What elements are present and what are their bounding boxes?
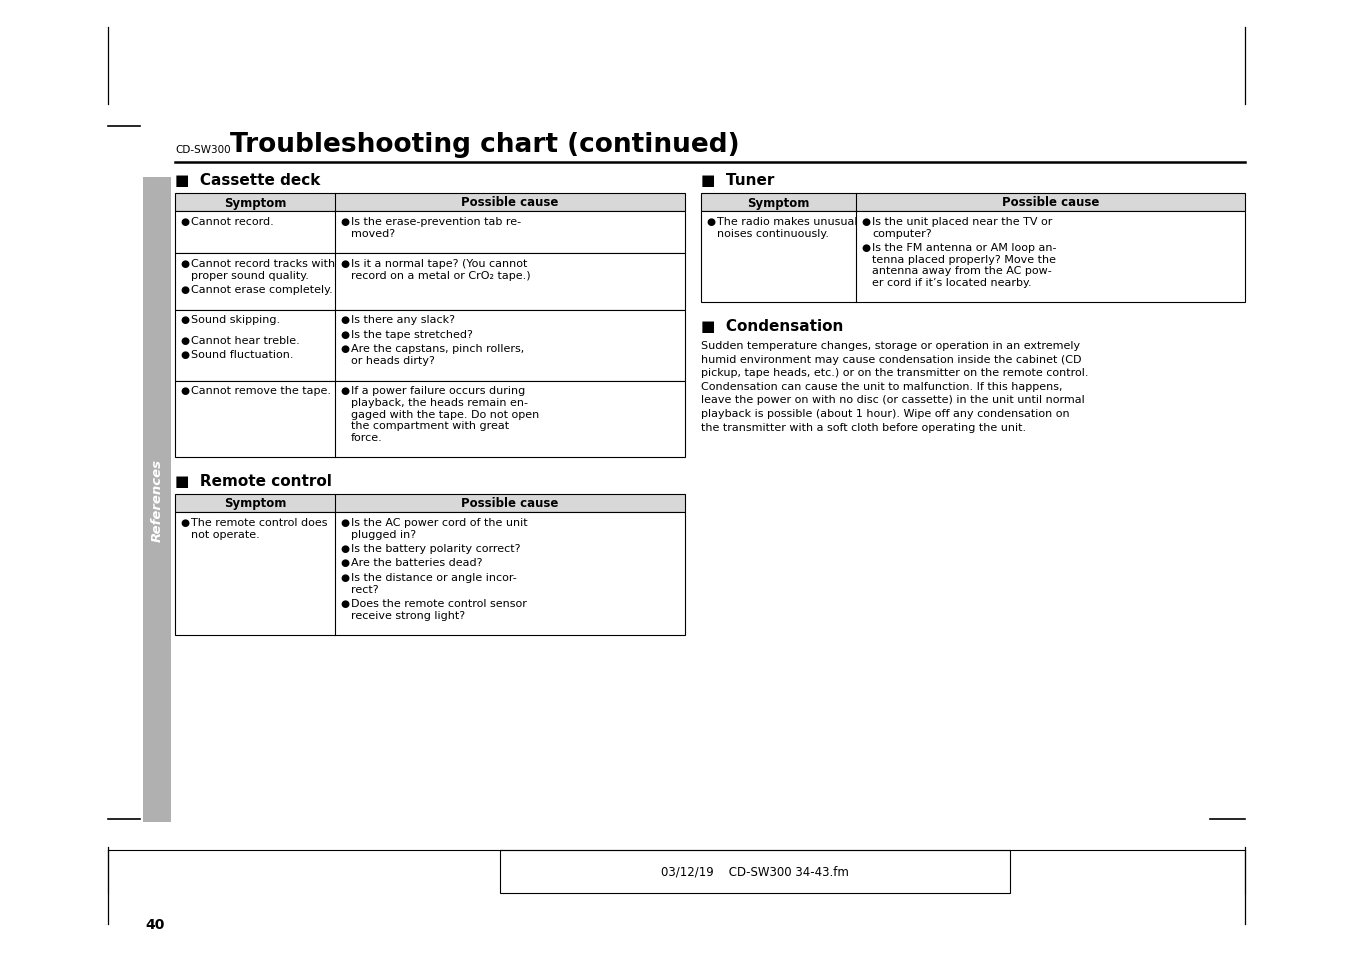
Text: Cannot hear treble.: Cannot hear treble.: [190, 335, 300, 346]
Text: ●: ●: [861, 243, 870, 253]
Text: Cannot remove the tape.: Cannot remove the tape.: [190, 386, 331, 396]
Text: Symptom: Symptom: [224, 196, 286, 210]
Text: Is the distance or angle incor-
rect?: Is the distance or angle incor- rect?: [351, 573, 516, 594]
Text: CD-SW300: CD-SW300: [176, 145, 231, 154]
Text: Is the unit placed near the TV or
computer?: Is the unit placed near the TV or comput…: [871, 216, 1052, 238]
Text: Is it a normal tape? (You cannot
record on a metal or CrO₂ tape.): Is it a normal tape? (You cannot record …: [351, 258, 531, 280]
Text: Sound fluctuation.: Sound fluctuation.: [190, 350, 293, 360]
Text: ●: ●: [180, 315, 189, 325]
Text: ■  Cassette deck: ■ Cassette deck: [176, 172, 320, 188]
Text: ●: ●: [340, 330, 349, 339]
Text: ●: ●: [180, 350, 189, 360]
Text: 40: 40: [145, 917, 165, 931]
Text: Cannot record.: Cannot record.: [190, 216, 274, 227]
Bar: [143, 178, 172, 822]
Bar: [176, 193, 685, 212]
Bar: [176, 381, 685, 457]
Text: Is the tape stretched?: Is the tape stretched?: [351, 330, 473, 339]
Text: ●: ●: [180, 258, 189, 269]
Text: ●: ●: [180, 216, 189, 227]
Text: The remote control does
not operate.: The remote control does not operate.: [190, 517, 327, 539]
Text: Is the AC power cord of the unit
plugged in?: Is the AC power cord of the unit plugged…: [351, 517, 528, 539]
Text: Does the remote control sensor
receive strong light?: Does the remote control sensor receive s…: [351, 598, 527, 620]
Bar: [701, 193, 1246, 212]
Text: ●: ●: [340, 598, 349, 608]
Text: ●: ●: [340, 315, 349, 325]
Text: ■  Remote control: ■ Remote control: [176, 474, 332, 489]
Text: Troubleshooting chart (continued): Troubleshooting chart (continued): [230, 132, 739, 158]
Text: ●: ●: [340, 258, 349, 269]
Text: ■  Tuner: ■ Tuner: [701, 172, 774, 188]
Text: Possible cause: Possible cause: [461, 196, 559, 210]
Text: ●: ●: [340, 573, 349, 582]
Text: ●: ●: [180, 335, 189, 346]
Text: Are the capstans, pinch rollers,
or heads dirty?: Are the capstans, pinch rollers, or head…: [351, 344, 524, 366]
Text: ●: ●: [340, 517, 349, 527]
Text: ●: ●: [861, 216, 870, 227]
Text: ●: ●: [180, 285, 189, 294]
Text: Sudden temperature changes, storage or operation in an extremely
humid environme: Sudden temperature changes, storage or o…: [701, 340, 1089, 432]
Bar: [176, 495, 685, 513]
Text: Possible cause: Possible cause: [1002, 196, 1100, 210]
Text: ●: ●: [340, 386, 349, 396]
Text: Cannot record tracks with
proper sound quality.: Cannot record tracks with proper sound q…: [190, 258, 335, 280]
Bar: [500, 850, 1011, 893]
Text: ■  Condensation: ■ Condensation: [701, 318, 843, 334]
Text: The radio makes unusual
noises continuously.: The radio makes unusual noises continuou…: [717, 216, 858, 238]
Text: Is the erase-prevention tab re-
moved?: Is the erase-prevention tab re- moved?: [351, 216, 521, 238]
Text: 03/12/19    CD-SW300 34-43.fm: 03/12/19 CD-SW300 34-43.fm: [661, 865, 848, 878]
Text: Symptom: Symptom: [747, 196, 809, 210]
Text: ●: ●: [340, 543, 349, 554]
Text: Is the FM antenna or AM loop an-
tenna placed properly? Move the
antenna away fr: Is the FM antenna or AM loop an- tenna p…: [871, 243, 1056, 288]
Text: ●: ●: [707, 216, 715, 227]
Text: ●: ●: [180, 517, 189, 527]
Text: If a power failure occurs during
playback, the heads remain en-
gaged with the t: If a power failure occurs during playbac…: [351, 386, 539, 442]
Text: Is the battery polarity correct?: Is the battery polarity correct?: [351, 543, 520, 554]
Text: ●: ●: [340, 216, 349, 227]
Text: Sound skipping.: Sound skipping.: [190, 315, 280, 325]
Text: Symptom: Symptom: [224, 497, 286, 510]
Text: Possible cause: Possible cause: [461, 497, 559, 510]
Bar: [176, 212, 685, 253]
Text: Are the batteries dead?: Are the batteries dead?: [351, 558, 482, 568]
Bar: [176, 253, 685, 310]
Bar: [176, 513, 685, 636]
Bar: [701, 212, 1246, 303]
Text: References: References: [150, 458, 163, 541]
Text: ●: ●: [340, 344, 349, 355]
Text: Is there any slack?: Is there any slack?: [351, 315, 455, 325]
Text: ●: ●: [180, 386, 189, 396]
Text: ●: ●: [340, 558, 349, 568]
Bar: [176, 310, 685, 381]
Text: Cannot erase completely.: Cannot erase completely.: [190, 285, 332, 294]
